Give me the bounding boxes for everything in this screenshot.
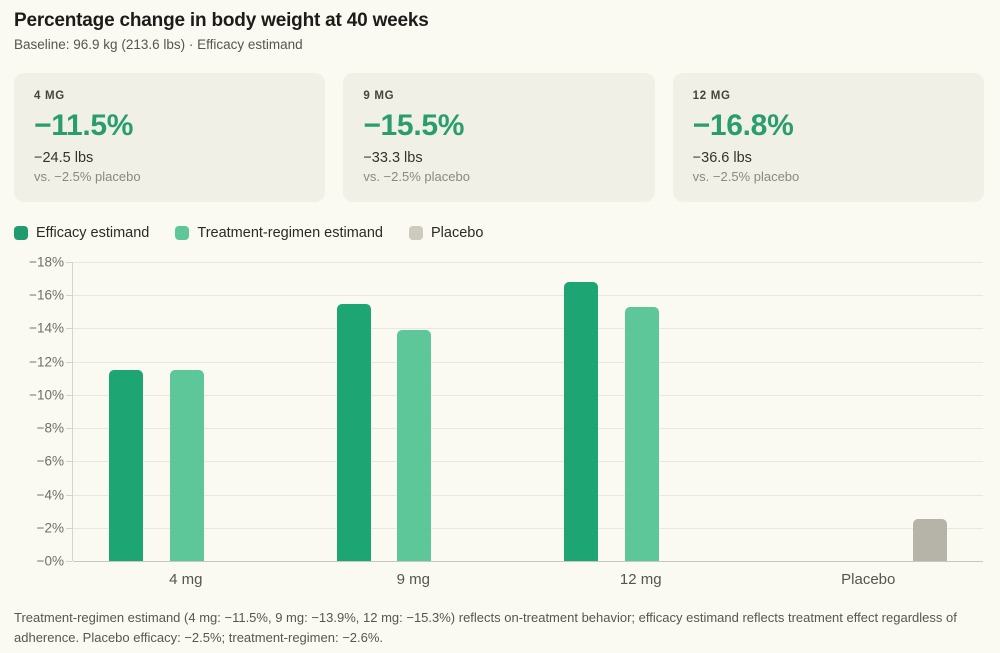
stat-card-12mg: 12 MG −16.8% −36.6 lbs vs. −2.5% placebo (672, 73, 984, 202)
bar-chart: −18% −16% −14% −12% −10% −8% −6% −4% −2% −0% 4 mg 9… (14, 249, 984, 594)
card-vs-placebo: vs. −2.5% placebo (363, 169, 470, 184)
legend-label: Placebo (431, 225, 484, 241)
x-axis-label: 9 mg (396, 571, 430, 588)
bar-treatment-regimen-estimand-9mg (397, 330, 432, 561)
y-axis-label: −4% (36, 487, 64, 503)
card-dose-label: 9 MG (363, 90, 395, 102)
gridline (73, 295, 983, 297)
gridline (73, 328, 983, 330)
y-axis-label: −14% (29, 320, 64, 336)
y-axis-tick (66, 361, 72, 363)
legend-item-treatment-regimen: Treatment-regimen estimand (175, 225, 383, 241)
gridline (73, 527, 983, 529)
chart-footnote: Treatment-regimen estimand (4 mg: −11.5%… (14, 610, 957, 646)
card-dose-label: 12 MG (692, 90, 731, 102)
plot-area (66, 262, 983, 562)
card-dose-label: 4 MG (34, 90, 65, 102)
y-axis-tick (66, 328, 72, 330)
x-axis-label: 12 mg (619, 571, 662, 588)
y-axis-tick (66, 561, 72, 562)
y-axis-tick (66, 428, 72, 430)
y-axis-tick (66, 262, 72, 263)
x-axis-label: 4 mg (169, 571, 203, 588)
bar-treatment-regimen-estimand-4mg (169, 369, 204, 561)
y-axis-tick (66, 527, 72, 529)
card-percent-value: −16.8% (692, 109, 794, 142)
bar-treatment-regimen-estimand-12mg (624, 306, 659, 561)
y-axis-tick (66, 295, 72, 297)
gridline (73, 361, 983, 363)
gridline (73, 494, 983, 496)
y-axis-label: −10% (29, 387, 64, 403)
stat-cards-row: 4 MG −11.5% −24.5 lbs vs. −2.5% placebo … (14, 73, 984, 202)
card-vs-placebo: vs. −2.5% placebo (692, 169, 800, 184)
gridline (73, 561, 983, 562)
legend-item-placebo: Placebo (409, 225, 483, 241)
gridline (73, 461, 983, 463)
gridline (73, 394, 983, 396)
card-lbs-value: −24.5 lbs (34, 150, 94, 166)
page-subtitle: Baseline: 96.9 kg (213.6 lbs) · Efficacy… (14, 37, 303, 52)
y-axis-label: −0% (36, 553, 64, 569)
chart-legend: Efficacy estimand Treatment-regimen esti… (14, 225, 984, 241)
card-lbs-value: −36.6 lbs (692, 150, 752, 166)
bar-efficacy-estimand-12mg (564, 281, 599, 561)
legend-swatch-placebo (409, 226, 423, 240)
card-vs-placebo: vs. −2.5% placebo (34, 169, 141, 184)
y-axis-label: −8% (36, 420, 64, 436)
stat-card-4mg: 4 MG −11.5% −24.5 lbs vs. −2.5% placebo (14, 73, 326, 202)
y-axis-tick (66, 494, 72, 496)
card-percent-value: −15.5% (363, 109, 465, 142)
legend-item-efficacy: Efficacy estimand (14, 225, 149, 241)
legend-label: Efficacy estimand (36, 225, 150, 241)
gridline (73, 428, 983, 430)
gridline (73, 262, 983, 263)
legend-swatch-efficacy (14, 226, 28, 240)
stat-card-9mg: 9 MG −15.5% −33.3 lbs vs. −2.5% placebo (343, 73, 655, 202)
bar-efficacy-estimand-4mg (109, 369, 144, 561)
y-axis-tick (66, 461, 72, 463)
y-axis-label: −2% (36, 520, 64, 536)
bar-placebo-Placebo (912, 519, 947, 561)
bar-efficacy-estimand-9mg (336, 303, 371, 561)
y-axis-label: −12% (29, 354, 64, 370)
page-title: Percentage change in body weight at 40 w… (14, 10, 429, 31)
legend-swatch-treatment-regimen (175, 226, 190, 240)
y-axis-label: −6% (36, 453, 64, 469)
card-percent-value: −11.5% (34, 109, 134, 142)
card-lbs-value: −33.3 lbs (363, 150, 423, 166)
y-axis-tick (66, 394, 72, 396)
y-axis-label: −18% (29, 254, 64, 270)
x-axis-label: Placebo (841, 571, 896, 588)
y-axis-label: −16% (29, 287, 64, 303)
legend-label: Treatment-regimen estimand (197, 225, 383, 241)
